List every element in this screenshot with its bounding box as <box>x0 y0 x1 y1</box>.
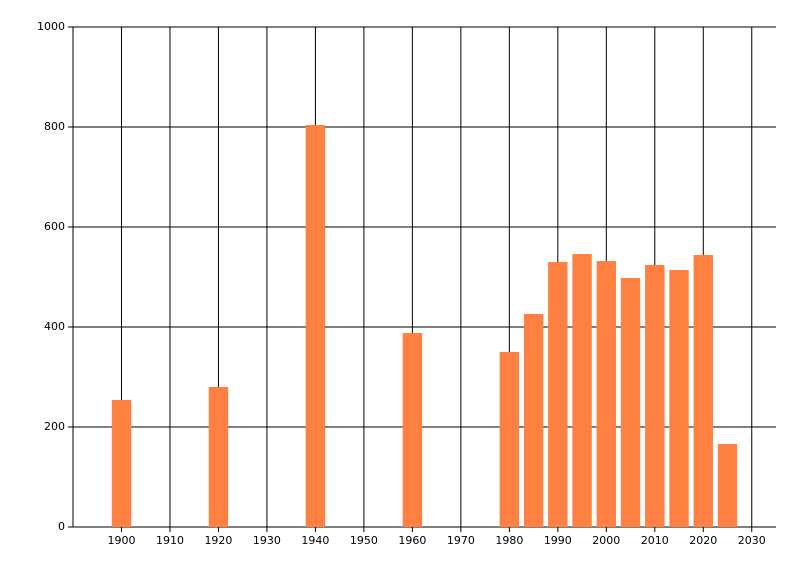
x-tick-label: 1960 <box>398 534 426 547</box>
x-tick-label: 1930 <box>253 534 281 547</box>
y-tick-label: 200 <box>44 420 65 433</box>
x-tick-label: 1950 <box>350 534 378 547</box>
x-tick-label: 1920 <box>204 534 232 547</box>
y-tick-label: 800 <box>44 120 65 133</box>
bar <box>402 333 423 527</box>
x-tick-label: 1980 <box>495 534 523 547</box>
bar <box>717 444 738 527</box>
x-tick-label: 2000 <box>592 534 620 547</box>
bar <box>305 125 326 527</box>
x-tick-label: 1990 <box>544 534 572 547</box>
x-tick-label: 1940 <box>301 534 329 547</box>
bar <box>572 254 592 527</box>
bar <box>693 255 713 527</box>
x-tick-label: 2010 <box>641 534 669 547</box>
bar <box>208 387 229 527</box>
x-tick-label: 2030 <box>738 534 766 547</box>
bar <box>499 352 520 527</box>
x-tick-label: 1900 <box>107 534 135 547</box>
x-tick-label: 1970 <box>447 534 475 547</box>
bar <box>669 270 689 527</box>
bar <box>111 400 132 527</box>
bar <box>523 314 544 527</box>
y-tick-label: 400 <box>44 320 65 333</box>
y-tick-label: 1000 <box>37 20 65 33</box>
bar <box>596 261 617 527</box>
x-tick-label: 1910 <box>156 534 184 547</box>
y-tick-label: 600 <box>44 220 65 233</box>
bar <box>548 262 568 527</box>
y-tick-label: 0 <box>58 520 65 533</box>
bar <box>620 278 641 527</box>
bar <box>645 265 665 527</box>
x-tick-label: 2020 <box>689 534 717 547</box>
